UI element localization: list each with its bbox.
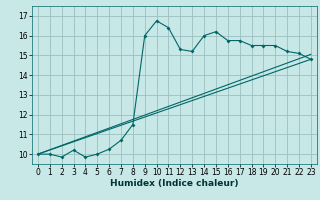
X-axis label: Humidex (Indice chaleur): Humidex (Indice chaleur): [110, 179, 239, 188]
